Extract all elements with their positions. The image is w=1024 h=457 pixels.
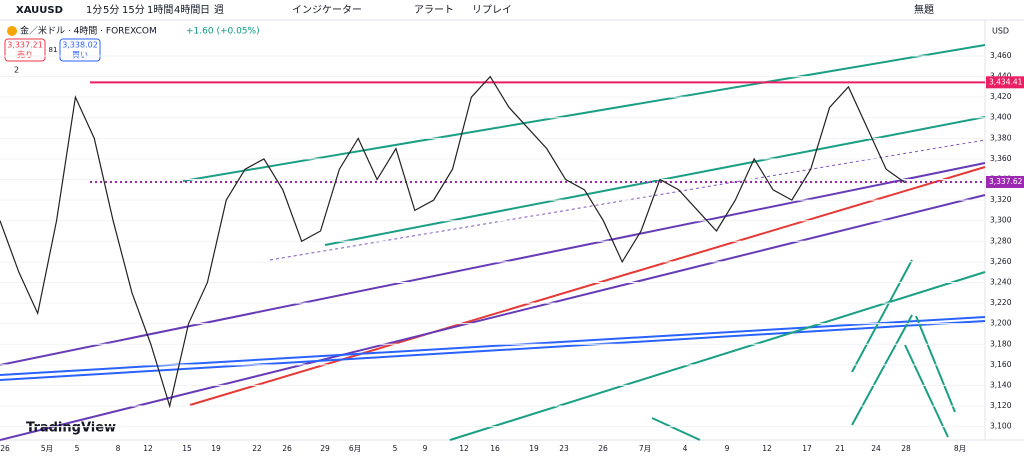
x-tick-label: 22 [252,444,262,453]
alert-button[interactable]: アラート [414,4,454,16]
layout-name[interactable]: 無題 [914,3,934,16]
x-tick-label: 8月 [954,444,966,453]
projection [851,314,913,426]
buy-label: 買い [72,51,88,60]
x-tick-label: 28 [901,444,911,453]
interval-button[interactable]: 5分 [103,4,119,16]
x-tick-label: 21 [835,444,845,453]
x-tick-label: 12 [762,444,772,453]
x-tick-label: 19 [529,444,539,453]
x-tick-label: 5 [75,444,80,453]
y-tick-label: 3,240 [990,277,1012,286]
x-tick-label: 17 [802,444,812,453]
projection [904,344,949,438]
y-tick-label: 3,440 [990,72,1012,81]
trendline [0,194,986,441]
x-tick-label: 7月 [639,444,651,453]
y-tick-label: 3,100 [990,422,1012,431]
spread: 81 [49,46,58,54]
price-level-label: 3,434.41 [989,77,1023,86]
trendline [0,316,986,376]
interval-button[interactable]: 15分 [122,4,145,16]
x-tick-label: 5 [393,444,398,453]
legend-title: 金／米ドル · 4時間 · FOREXCOM [20,25,157,37]
y-tick-label: 3,320 [990,195,1012,204]
x-tick-label: 12 [143,444,153,453]
price-level-tag [986,76,1024,89]
y-tick-label: 3,120 [990,401,1012,410]
x-tick-label: 24 [871,444,881,453]
x-tick-label: 26 [0,444,10,453]
y-tick-label: 3,220 [990,298,1012,307]
x-tick-label: 16 [490,444,500,453]
x-tick-label: 9 [423,444,428,453]
sell-price: 3,337.21 [7,41,43,50]
drawings [0,44,986,441]
x-tick-label: 19 [211,444,221,453]
projection [651,417,701,441]
projection [915,315,956,413]
x-tick-label: 29 [320,444,330,453]
interval-button[interactable]: 1時間 [147,4,173,16]
y-tick-label: 3,260 [990,257,1012,266]
price-line [0,75,906,409]
trendline [189,166,986,406]
toolbar [0,0,1024,20]
y-tick-label: 3,420 [990,92,1012,101]
brand: TradingView [26,421,116,436]
x-tick-label: 23 [559,444,569,453]
x-tick-label: 6月 [349,444,361,453]
y-tick-label: 3,300 [990,216,1012,225]
y-tick-label: 3,380 [990,133,1012,142]
x-tick-label: 26 [598,444,608,453]
x-tick-label: 12 [459,444,469,453]
x-tick-label: 26 [282,444,292,453]
price-level-label: 3,337.62 [989,177,1023,186]
x-tick-label: 8 [116,444,121,453]
sell-label: 売り [17,50,33,60]
x-tick-label: 9 [725,444,730,453]
replay-button[interactable]: リプレイ [472,4,512,16]
toolbar-items: XAUUSD 1分 5分 15分 1時間 4時間日週 インジケーター アラート リプレイ… [16,3,934,16]
currency: USD [992,27,1009,36]
y-tick-label: 3,400 [990,113,1012,122]
x-tick-label: 5月 [41,444,53,453]
y-tick-label: 3,360 [990,154,1012,163]
interval-button[interactable]: 1分 [86,4,102,16]
trendline [0,320,986,381]
indicator-count[interactable]: 2 [14,66,19,75]
symbol[interactable]: XAUUSD [16,5,63,16]
trendline [0,162,986,366]
intervals: 1分 5分 15分 1時間 4時間日週 [86,4,224,16]
trendline [449,271,986,441]
symbol-icon [7,26,17,36]
indicators-button[interactable]: インジケーター [292,4,362,16]
y-tick-label: 3,160 [990,360,1012,369]
x-tick-label: 4 [683,444,688,453]
y-tick-label: 3,140 [990,380,1012,389]
interval-button[interactable]: 4時間 [174,4,200,16]
interval-button[interactable]: 週 [214,4,224,16]
projection [851,259,913,373]
x-tick-label: 15 [182,444,192,453]
y-tick-label: 3,200 [990,319,1012,328]
y-tick-label: 3,180 [990,339,1012,348]
legend-change: +1.60 (+0.05%) [186,27,260,37]
y-tick-label: 3,280 [990,236,1012,245]
trendline [182,44,986,182]
buy-price: 3,338.02 [62,41,98,50]
y-tick-label: 3,460 [990,51,1012,60]
price-level-tag [986,175,1024,188]
interval-button[interactable]: 日 [200,5,210,16]
